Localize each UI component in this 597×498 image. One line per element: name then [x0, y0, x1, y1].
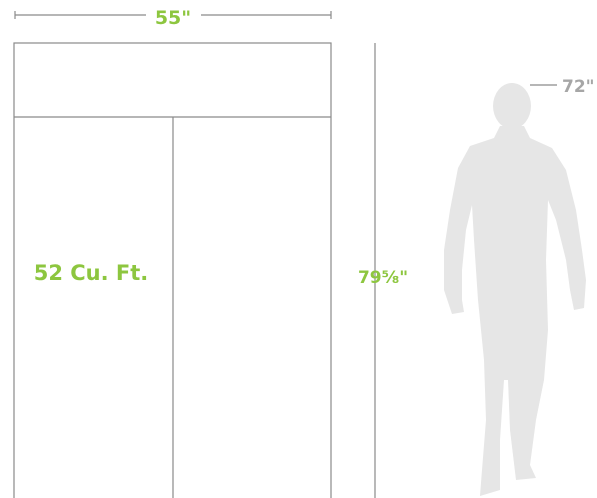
- person-height-label: 72": [562, 77, 595, 97]
- height-label: 79⅝": [358, 268, 408, 288]
- width-label: 55": [155, 7, 191, 29]
- person-silhouette: [444, 83, 586, 496]
- cabinet: [13, 42, 332, 498]
- capacity-label: 52 Cu. Ft.: [34, 261, 149, 285]
